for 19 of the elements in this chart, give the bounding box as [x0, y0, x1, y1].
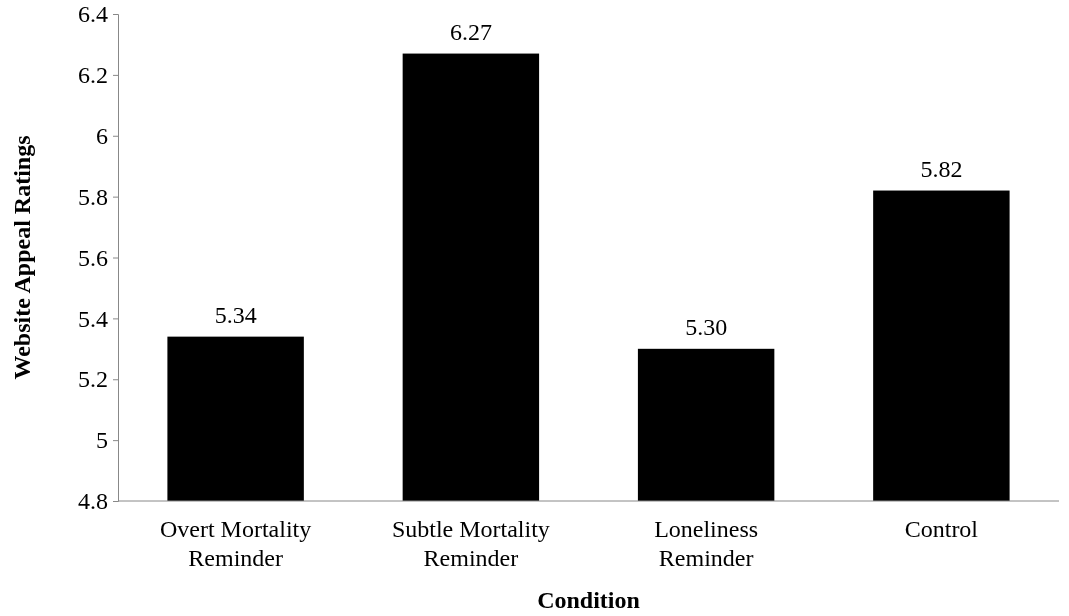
x-tick-label: Control: [904, 516, 979, 542]
y-tick-label: 6.2: [78, 62, 108, 89]
y-axis-title: Website Appeal Ratings: [9, 135, 35, 380]
y-tick-label: 4.8: [78, 488, 108, 515]
data-label: 5.34: [214, 301, 257, 328]
y-tick-label: 5.4: [78, 305, 108, 332]
x-tick-label: Overt Mortality Reminder: [159, 516, 312, 571]
y-tick-label: 5.2: [78, 366, 108, 393]
data-label: 6.27: [449, 18, 492, 45]
y-tick-label: 6: [96, 122, 108, 149]
data-label: 5.30: [685, 313, 728, 340]
x-tick-label: Loneliness Reminder: [654, 516, 759, 571]
y-tick-label: 5.6: [78, 244, 108, 271]
x-tick-label: Subtle Mortality Reminder: [391, 516, 550, 571]
x-axis-title: Condition: [537, 587, 640, 613]
y-tick-label: 5: [96, 427, 108, 454]
y-tick-label: 6.4: [78, 1, 108, 28]
y-tick-label: 5.8: [78, 183, 108, 210]
data-label: 5.82: [920, 155, 963, 182]
